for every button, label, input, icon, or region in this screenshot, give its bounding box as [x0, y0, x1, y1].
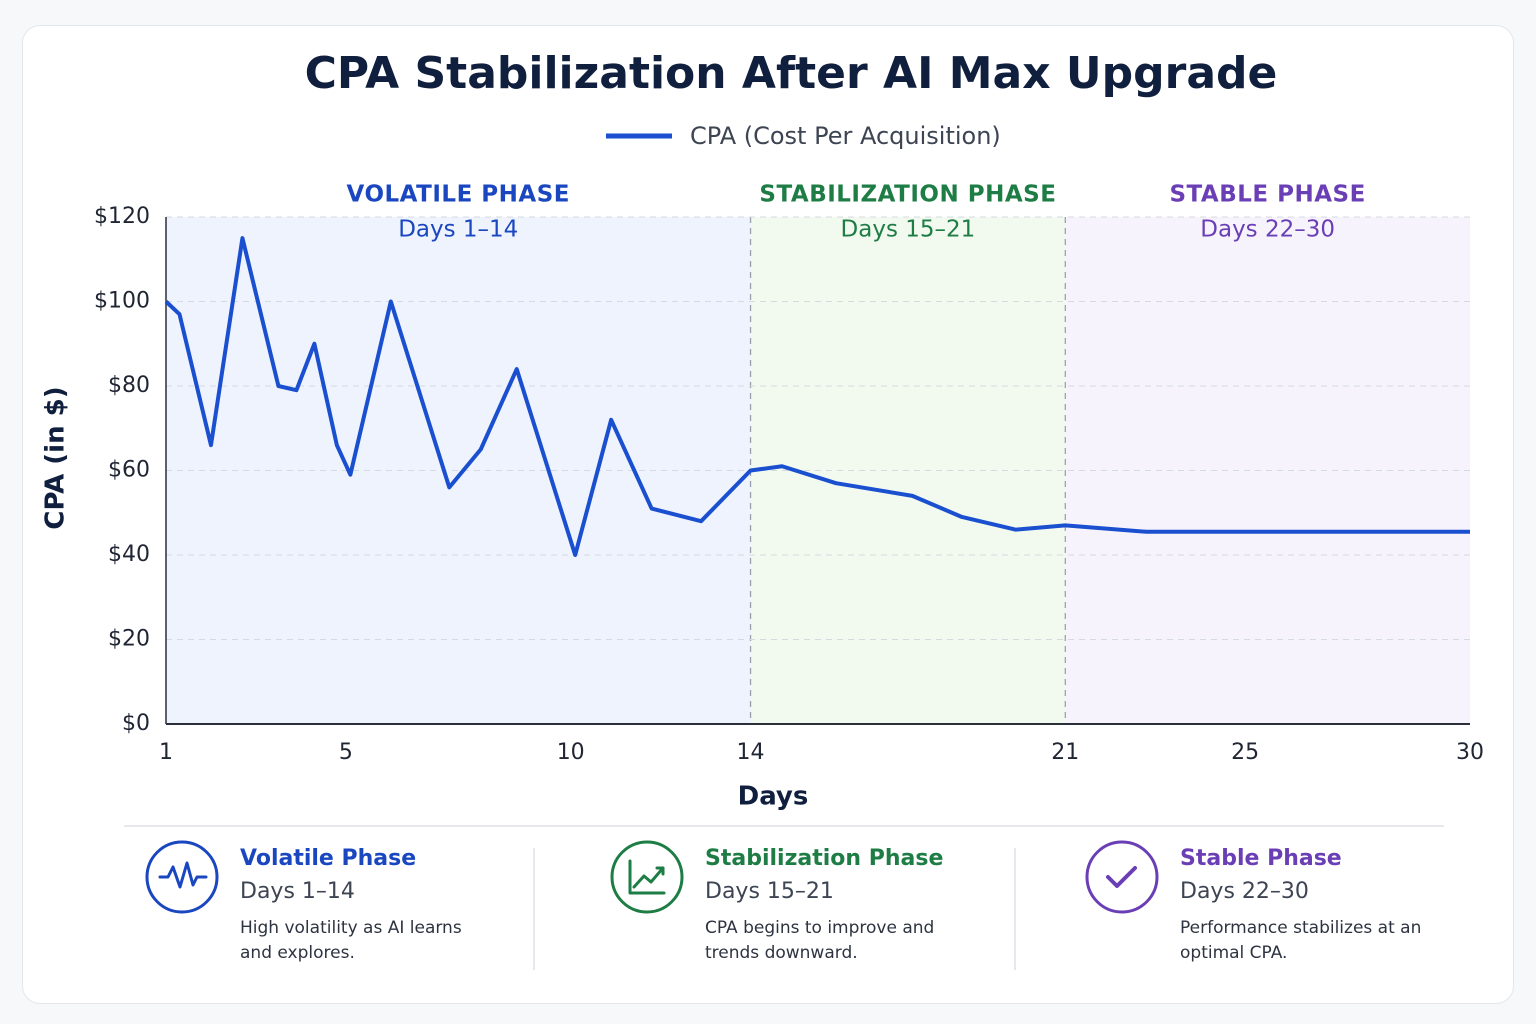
icon-volatile	[145, 840, 219, 914]
y-tick-label: $60	[108, 458, 150, 483]
phase-days: Days 22–30	[1200, 217, 1335, 243]
card-title: Stabilization Phase	[705, 846, 944, 871]
phase-title: STABILIZATION PHASE	[759, 182, 1056, 208]
x-tick-label: 1	[159, 740, 173, 765]
icon-stabilization	[610, 840, 684, 914]
x-tick-label: 5	[339, 740, 353, 765]
y-tick-label: $40	[108, 542, 150, 567]
icon-stabilization	[628, 859, 666, 895]
legend-label: CPA (Cost Per Acquisition)	[690, 122, 1001, 150]
card: Volatile Phase Days 1–14 High volatility…	[240, 846, 540, 966]
card-title: Volatile Phase	[240, 846, 417, 871]
x-tick-label: 10	[557, 740, 585, 765]
x-axis-label: Days	[738, 782, 809, 812]
card: Stable Phase Days 22–30 Performance stab…	[1180, 846, 1480, 966]
y-tick-label: $20	[108, 627, 150, 652]
y-tick-label: $0	[122, 711, 150, 736]
y-axis-label: CPA (in $)	[41, 386, 71, 529]
phase-days: Days 1–14	[398, 217, 518, 243]
card-days: Days 22–30	[1180, 879, 1309, 904]
card-text: Performance stabilizes at an optimal CPA…	[1180, 918, 1422, 963]
phase-title: VOLATILE PHASE	[347, 182, 570, 208]
x-tick-label: 21	[1051, 740, 1079, 765]
x-tick-label: 14	[737, 740, 765, 765]
card-days: Days 15–21	[705, 879, 834, 904]
y-tick-label: $120	[94, 204, 150, 229]
x-tick-label: 30	[1456, 740, 1484, 765]
icon-stable	[1106, 866, 1137, 888]
card-text: High volatility as AI learns and explore…	[240, 918, 462, 963]
card: Stabilization Phase Days 15–21 CPA begin…	[705, 846, 1005, 966]
y-tick-label: $100	[94, 289, 150, 314]
icon-volatile	[158, 861, 208, 889]
icon-stable	[1085, 840, 1159, 914]
y-tick-label: $80	[108, 373, 150, 398]
x-tick-label: 25	[1231, 740, 1259, 765]
card-title: Stable Phase	[1180, 846, 1342, 871]
data-line	[164, 236, 1470, 557]
card-text: CPA begins to improve and trends downwar…	[705, 918, 935, 963]
phase-days: Days 15–21	[841, 217, 976, 243]
chart-title: CPA Stabilization After AI Max Upgrade	[305, 48, 1278, 99]
card-days: Days 1–14	[240, 879, 355, 904]
phase-title: STABLE PHASE	[1169, 182, 1365, 208]
